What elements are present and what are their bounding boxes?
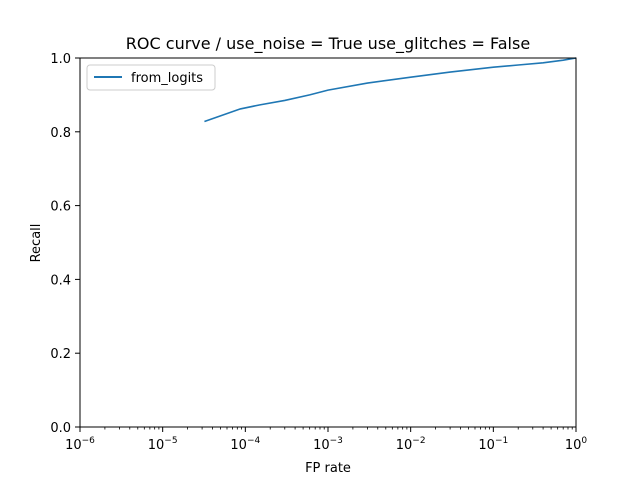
- x-tick-label: 10−4: [230, 436, 260, 453]
- legend: from_logits: [86, 64, 216, 91]
- x-tick-label: 10−5: [148, 436, 178, 453]
- x-tick-label: 10−1: [478, 436, 508, 453]
- y-tick-label: 0.2: [50, 347, 71, 362]
- y-axis-ticks: 0.0 0.2 0.4 0.6 0.8 1.0: [50, 52, 80, 436]
- x-axis-ticks: 10−6 10−5 10−4 10−3 10−2 10−1 100: [65, 427, 587, 453]
- y-tick-label: 0.0: [50, 421, 71, 436]
- x-tick-label: 10−2: [396, 436, 426, 453]
- plot-area: [80, 58, 576, 427]
- y-axis-label: Recall: [29, 224, 44, 263]
- chart-title: ROC curve / use_noise = True use_glitche…: [126, 34, 530, 54]
- legend-label-from-logits: from_logits: [131, 71, 203, 86]
- x-tick-label: 10−3: [313, 436, 343, 453]
- x-tick-label: 10−6: [65, 436, 95, 453]
- series-line-from-logits: [204, 57, 577, 123]
- x-axis-label: FP rate: [305, 461, 351, 476]
- plot-background: [80, 58, 576, 427]
- x-tick-label: 100: [565, 436, 588, 453]
- series-layer: [204, 57, 577, 123]
- y-tick-label: 0.8: [50, 126, 71, 141]
- y-tick-label: 0.4: [50, 273, 71, 288]
- plot-frame: [79, 57, 577, 428]
- y-tick-label: 1.0: [50, 52, 71, 67]
- legend-box: [86, 64, 216, 91]
- y-tick-label: 0.6: [50, 200, 71, 215]
